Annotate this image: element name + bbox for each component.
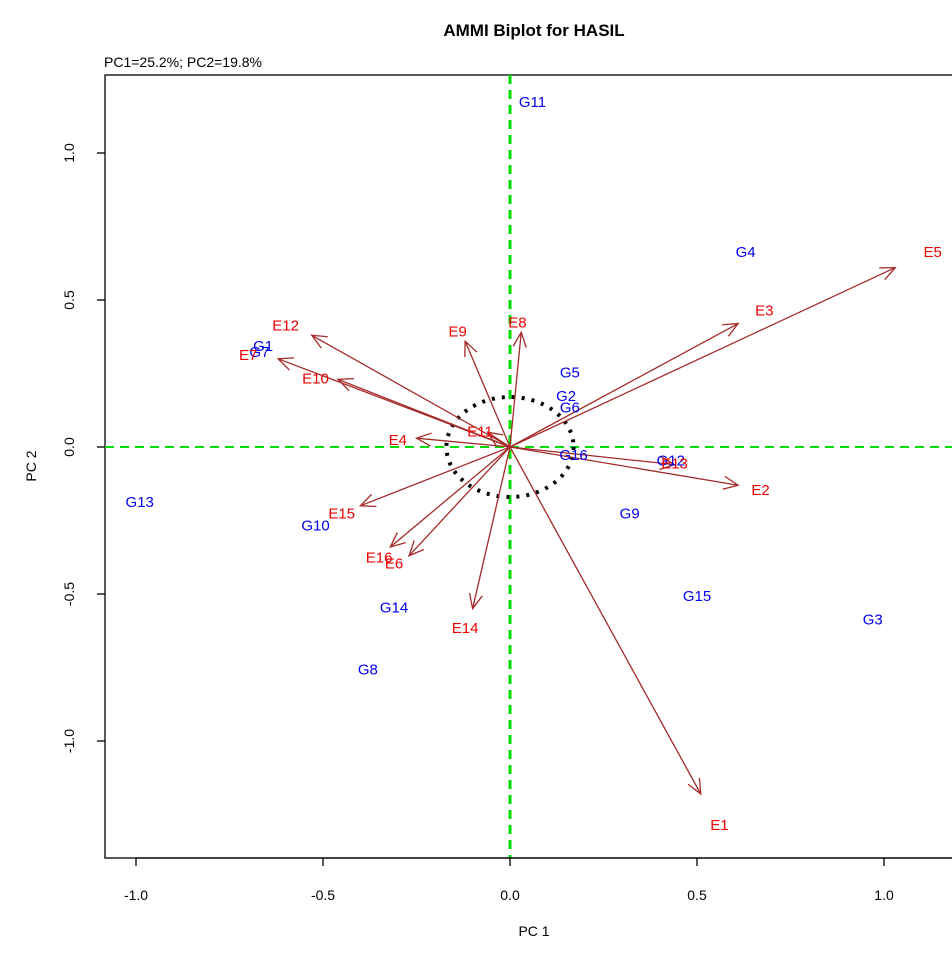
- environment-label-e14: E14: [452, 620, 479, 637]
- environment-label-e4: E4: [389, 432, 407, 449]
- arrow-head: [512, 330, 527, 348]
- x-tick-label: 0.5: [687, 887, 707, 903]
- environment-arrow-e16: [389, 446, 511, 548]
- y-tick-label: 0.5: [61, 290, 77, 310]
- y-tick-label: -1.0: [61, 729, 77, 753]
- environment-arrow-e5: [509, 266, 897, 448]
- arrow-head: [722, 475, 740, 490]
- arrow-shaft: [509, 322, 739, 448]
- chart-subtitle: PC1=25.2%; PC2=19.8%: [104, 54, 262, 70]
- environment-arrow-e10: [336, 378, 511, 448]
- arrow-shaft: [416, 437, 511, 448]
- genotype-label-g8: G8: [358, 661, 378, 678]
- arrow-head: [358, 493, 377, 508]
- arrow-shaft: [360, 446, 511, 507]
- arrow-shaft: [509, 446, 702, 795]
- arrow-head: [659, 456, 677, 471]
- x-tick-label: -1.0: [124, 887, 148, 903]
- environment-arrow-e3: [509, 322, 740, 448]
- arrow-head: [336, 378, 354, 392]
- genotype-label-g4: G4: [736, 244, 756, 261]
- environment-label-e8: E8: [508, 314, 526, 331]
- arrow-shaft: [464, 340, 511, 448]
- arrow-head: [687, 777, 702, 796]
- reference-circle: [444, 395, 576, 499]
- environment-arrow-e15: [358, 446, 511, 508]
- x-axis-label: PC 1: [518, 923, 549, 939]
- y-tick-label: 1.0: [61, 143, 77, 163]
- arrow-shaft: [311, 334, 511, 448]
- arrow-head: [389, 532, 406, 548]
- arrow-head: [722, 322, 740, 337]
- plot-frame: [104, 74, 952, 859]
- arrow-shaft: [509, 332, 522, 448]
- arrow-head: [276, 357, 295, 371]
- genotype-label-g12: G12: [657, 453, 685, 470]
- environment-label-e9: E9: [448, 323, 466, 340]
- environment-label-e15: E15: [328, 506, 355, 523]
- environment-label-e5: E5: [923, 244, 941, 261]
- environment-arrow-e12: [310, 334, 511, 448]
- environment-arrow-e8: [509, 330, 527, 448]
- environment-arrow-e2: [509, 446, 740, 490]
- environment-arrow-e13: [509, 446, 677, 471]
- genotype-label-g7: G7: [249, 344, 269, 361]
- genotype-label-g5: G5: [560, 364, 580, 381]
- environment-arrow-e1: [509, 446, 702, 796]
- x-tick-label: -0.5: [311, 887, 335, 903]
- genotype-label-g11: G11: [519, 94, 546, 111]
- environment-label-e13: E13: [661, 456, 688, 473]
- genotype-label-g14: G14: [380, 600, 408, 617]
- x-tick-label: 1.0: [874, 887, 894, 903]
- arrow-head: [464, 339, 478, 358]
- arrow-shaft: [509, 267, 896, 448]
- arrow-head: [310, 334, 328, 349]
- genotype-label-g10: G10: [301, 517, 329, 534]
- environment-arrow-e6: [407, 446, 511, 557]
- genotype-label-g1: G1: [253, 338, 273, 355]
- environment-label-e3: E3: [755, 303, 773, 320]
- arrow-shaft: [408, 446, 511, 557]
- genotype-label-g6: G6: [560, 400, 580, 417]
- arrow-shaft: [509, 446, 739, 486]
- arrow-head: [486, 431, 504, 447]
- y-axis-label: PC 2: [23, 450, 39, 481]
- environment-label-e6: E6: [385, 556, 403, 573]
- arrow-shaft: [471, 446, 511, 609]
- arrow-head: [879, 266, 897, 281]
- arrow-shaft: [337, 378, 511, 448]
- environment-label-e7: E7: [239, 347, 257, 364]
- environment-label-e2: E2: [751, 482, 769, 499]
- genotype-label-g2: G2: [556, 388, 576, 405]
- arrow-head: [468, 592, 483, 611]
- environment-label-e11: E11: [467, 423, 493, 440]
- genotype-label-g9: G9: [620, 506, 640, 523]
- environment-label-e1: E1: [710, 817, 728, 834]
- environment-label-e16: E16: [366, 550, 393, 567]
- genotype-label-g15: G15: [683, 588, 711, 605]
- genotype-label-g13: G13: [126, 494, 154, 511]
- arrow-head: [407, 540, 424, 557]
- y-tick-label: -0.5: [61, 582, 77, 606]
- genotype-label-g16: G16: [559, 447, 587, 464]
- environment-arrow-e9: [464, 339, 511, 448]
- arrow-shaft: [389, 446, 511, 548]
- arrow-head: [414, 432, 432, 447]
- environment-arrow-e14: [468, 446, 511, 611]
- x-tick-label: 0.0: [500, 887, 520, 903]
- environment-arrow-e4: [414, 432, 511, 448]
- genotype-label-g3: G3: [863, 611, 883, 628]
- environment-label-e10: E10: [302, 370, 329, 387]
- environment-label-e12: E12: [272, 317, 299, 334]
- chart-title: AMMI Biplot for HASIL: [443, 21, 624, 40]
- arrow-shaft: [509, 446, 675, 466]
- y-tick-label: 0.0: [61, 437, 77, 457]
